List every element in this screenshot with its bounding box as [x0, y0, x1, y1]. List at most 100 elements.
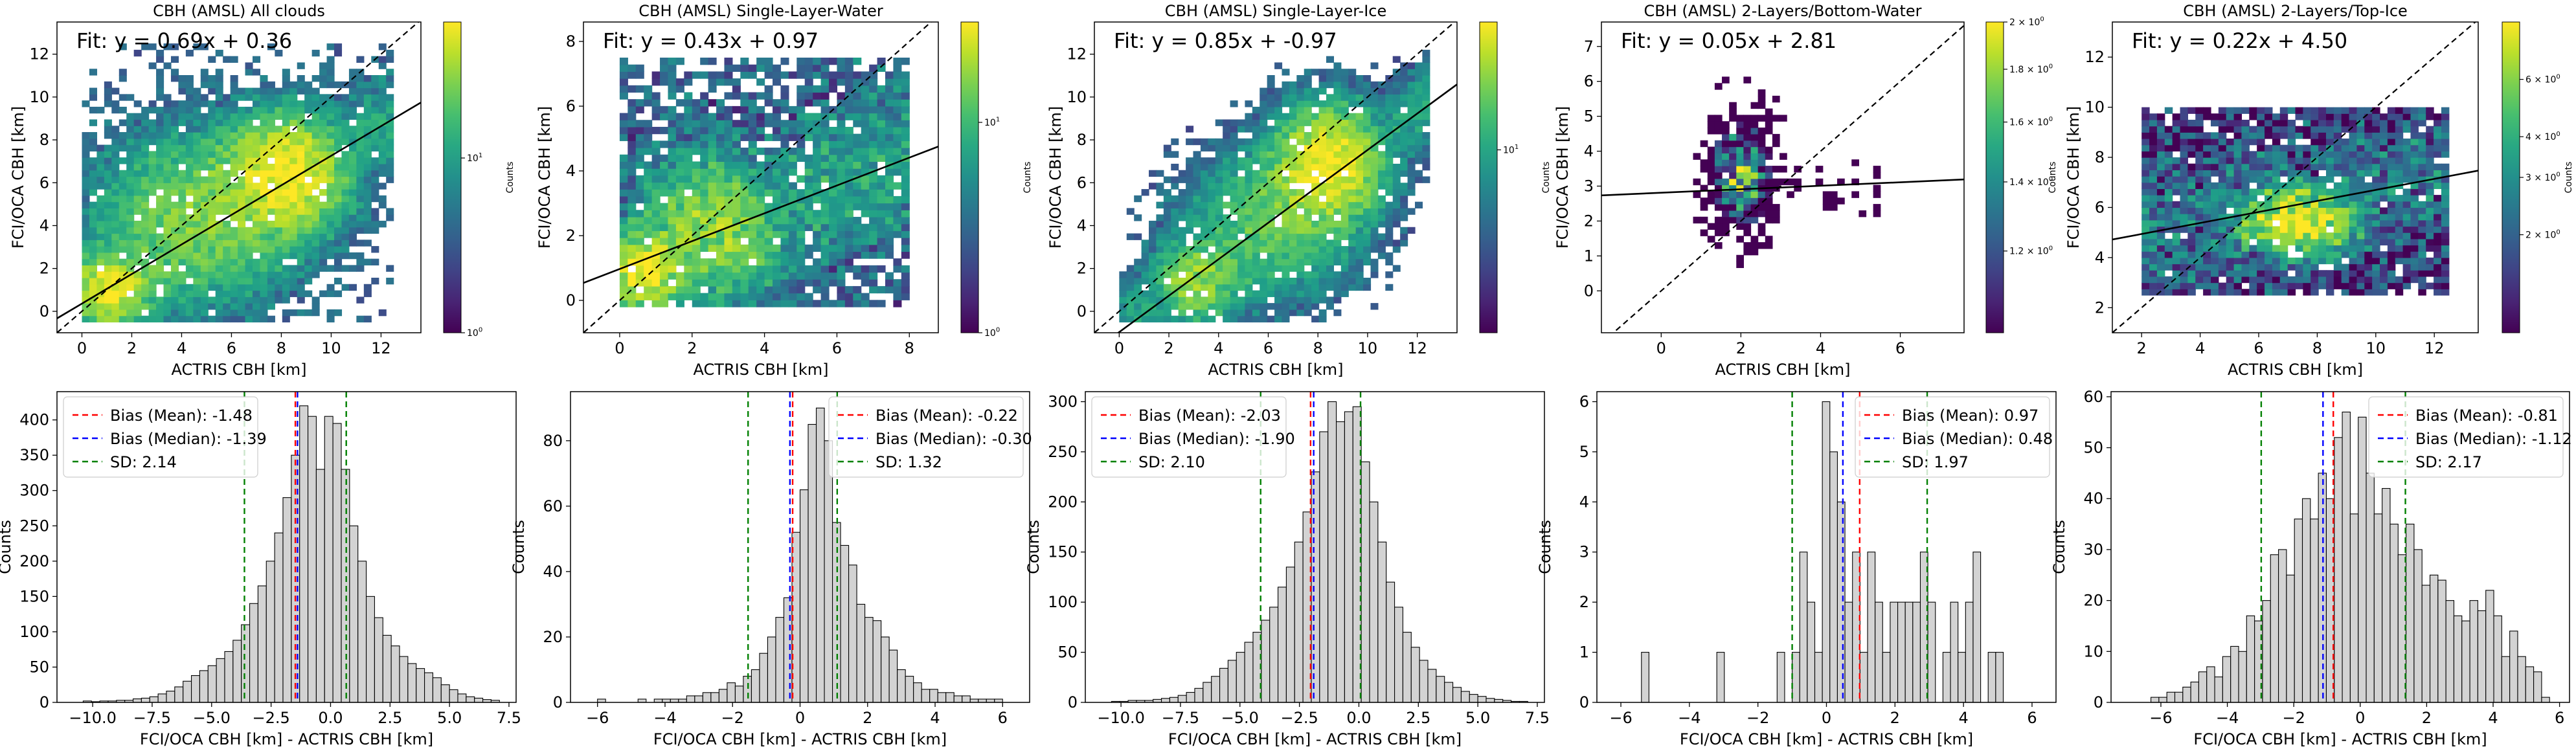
- heatmap-cell: [2141, 226, 2150, 233]
- heatmap-cell: [684, 120, 693, 128]
- heatmap-cell: [1245, 240, 1253, 247]
- heatmap-cell: [371, 100, 379, 107]
- heatmap-cell: [326, 163, 335, 171]
- heatmap-cell: [356, 75, 365, 82]
- heatmap-cell: [651, 272, 661, 280]
- heatmap-cell: [1156, 240, 1164, 247]
- heatmap-cell: [635, 251, 644, 259]
- heatmap-cell: [311, 220, 320, 228]
- heatmap-cell: [356, 315, 365, 323]
- heatmap-cell: [2203, 289, 2211, 296]
- heatmap-cell: [1392, 144, 1401, 151]
- heatmap-cell: [1282, 303, 1290, 310]
- heatmap-cell: [2341, 238, 2350, 246]
- heatmap-cell: [1318, 87, 1327, 95]
- heatmap-cell: [885, 238, 894, 245]
- heatmap-cell: [334, 183, 343, 190]
- heatmap-cell: [82, 303, 90, 310]
- heatmap-cell: [126, 157, 135, 164]
- heatmap-cell: [1414, 157, 1423, 164]
- heatmap-cell: [289, 233, 298, 240]
- heatmap-cell: [1260, 214, 1268, 221]
- heatmap-cell: [96, 284, 105, 291]
- heatmap-cell: [1186, 195, 1194, 203]
- heatmap-cell: [853, 285, 862, 294]
- heatmap-cell: [740, 244, 749, 252]
- heatmap-cell: [853, 182, 862, 190]
- heatmap-cell: [2303, 182, 2311, 190]
- heatmap-cell: [1245, 258, 1253, 266]
- heatmap-cell: [756, 265, 765, 273]
- colorbar-label: Counts: [1541, 162, 1552, 194]
- heatmap-cell: [238, 87, 246, 95]
- heatmap-cell: [861, 293, 870, 300]
- heatmap-cell: [1311, 151, 1320, 158]
- heatmap-cell: [716, 113, 725, 120]
- heatmap-cell: [1245, 189, 1253, 196]
- heatmap-cell: [89, 138, 98, 146]
- heatmap-cell: [1171, 290, 1179, 297]
- heatmap-cell: [797, 120, 806, 128]
- heatmap-cell: [869, 230, 878, 238]
- heatmap-cell: [89, 189, 98, 196]
- heatmap-cell: [684, 285, 693, 294]
- heatmap-cell: [245, 195, 253, 203]
- heatmap-cell: [893, 258, 902, 266]
- heatmap-cell: [289, 81, 298, 89]
- heatmap-cell: [1156, 189, 1164, 196]
- heatmap-cell: [692, 140, 701, 148]
- heatmap-cell: [764, 154, 773, 162]
- heatmap-cell: [215, 246, 223, 253]
- heatmap-cell: [716, 120, 725, 128]
- heatmap-cell: [208, 271, 216, 278]
- heatmap-cell: [304, 201, 313, 208]
- heatmap-cell: [89, 284, 98, 291]
- heatmap-cell: [1267, 214, 1275, 221]
- heatmap-cell: [311, 265, 320, 272]
- heatmap-cell: [756, 175, 765, 183]
- heatmap-cell: [820, 223, 830, 231]
- heatmap-cell: [1355, 208, 1364, 215]
- heatmap-cell: [619, 92, 628, 100]
- heatmap-cell: [1407, 183, 1416, 190]
- heatmap-cell: [348, 284, 357, 291]
- heatmap-cell: [170, 113, 179, 120]
- heatmap-cell: [133, 290, 142, 297]
- heatmap-cell: [1326, 214, 1335, 221]
- heatmap-cell: [378, 100, 387, 107]
- heatmap-cell: [1200, 233, 1208, 240]
- heatmap-cell: [651, 113, 661, 120]
- heatmap-cell: [797, 64, 806, 72]
- heatmap-cell: [185, 290, 194, 297]
- heatmap-cell: [660, 189, 669, 197]
- heatmap-cell: [1794, 184, 1802, 192]
- heatmap-cell: [844, 210, 853, 218]
- heatmap-cell: [2226, 276, 2235, 284]
- heatmap-cell: [185, 170, 194, 177]
- heatmap-cell: [651, 168, 661, 176]
- heatmap-cell: [748, 154, 757, 162]
- x-axis-label: ACTRIS CBH [km]: [1208, 361, 1344, 379]
- heatmap-cell: [141, 106, 150, 114]
- x-tick-label: 6: [1895, 339, 1905, 357]
- heatmap-cell: [163, 309, 172, 317]
- heatmap-cell: [1282, 119, 1290, 126]
- heatmap-cell: [1377, 233, 1386, 240]
- heatmap-cell: [1736, 133, 1745, 141]
- heatmap-cell: [2241, 182, 2250, 190]
- heatmap-cell: [1200, 195, 1208, 203]
- heatmap-cell: [1267, 106, 1275, 114]
- heatmap-cell: [356, 240, 365, 247]
- heatmap-cell: [178, 113, 186, 120]
- heatmap-cell: [297, 246, 305, 253]
- heatmap-cell: [185, 258, 194, 266]
- heatmap-cell: [1743, 166, 1752, 173]
- heatmap-cell: [1208, 315, 1216, 323]
- heatmap-cell: [1326, 265, 1335, 272]
- heatmap-cell: [675, 258, 684, 266]
- heatmap-cell: [96, 277, 105, 285]
- heatmap-cell: [386, 170, 394, 177]
- heatmap-cell: [200, 69, 209, 76]
- heatmap-cell: [2325, 282, 2334, 289]
- heatmap-cell: [230, 303, 238, 310]
